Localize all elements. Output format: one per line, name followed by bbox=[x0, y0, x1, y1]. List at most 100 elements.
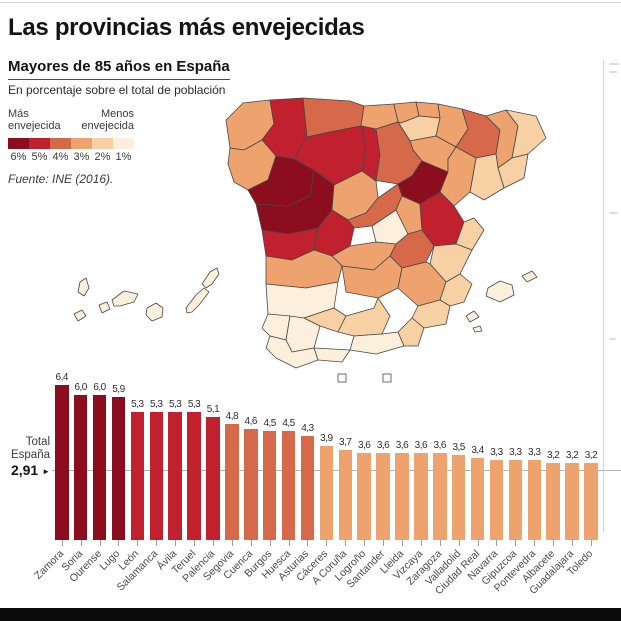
bar-logroño bbox=[357, 452, 371, 540]
color-legend: Más envejecida Menos envejecida 6% 5% 4% 3%… bbox=[8, 108, 134, 163]
legend-swatch bbox=[113, 138, 134, 149]
axis-tick bbox=[137, 540, 139, 546]
bar-value-label: 3,6 bbox=[376, 439, 390, 451]
axis-tick bbox=[383, 540, 385, 546]
axis-tick bbox=[250, 540, 252, 546]
bar-gipuzcoa bbox=[508, 460, 523, 540]
axis-tick bbox=[515, 540, 517, 546]
national-total-label: Total España 2,91 ► bbox=[0, 436, 50, 478]
bar-salamanca bbox=[149, 411, 163, 540]
bottom-footer-bar bbox=[0, 608, 621, 621]
bar-value-label: 3,2 bbox=[546, 449, 560, 461]
bar-burgos bbox=[262, 431, 277, 540]
map-province-almería bbox=[397, 317, 425, 347]
chart-subtitle: Mayores de 85 años en España bbox=[8, 58, 230, 80]
national-average-reference-line bbox=[52, 470, 621, 471]
legend-percent-label: 2% bbox=[94, 151, 111, 163]
bar-value-label: 4,8 bbox=[225, 410, 239, 422]
map-province-málaga bbox=[313, 347, 351, 363]
legend-less-label: Menos envejecida bbox=[81, 108, 134, 132]
map-province-gran-canaria bbox=[145, 302, 164, 322]
map-province-mallorca bbox=[485, 280, 515, 303]
axis-tick bbox=[269, 540, 271, 546]
bar-palencia bbox=[206, 416, 220, 540]
map-province-castellón bbox=[455, 217, 485, 251]
bar-value-label: 5,3 bbox=[131, 398, 144, 410]
cropped-content-fragment bbox=[609, 212, 618, 214]
axis-tick bbox=[458, 540, 460, 546]
bar-zamora bbox=[55, 385, 69, 540]
axis-tick bbox=[401, 540, 403, 546]
legend-swatch bbox=[92, 138, 113, 149]
bar-value-label: 3,6 bbox=[433, 439, 447, 451]
legend-percent-label: 6% bbox=[10, 151, 27, 163]
bar-value-label: 6,0 bbox=[74, 381, 87, 393]
map-province-menorca bbox=[521, 270, 538, 283]
bar-value-label: 5,3 bbox=[150, 398, 163, 410]
cropped-content-fragment bbox=[609, 63, 619, 65]
axis-tick bbox=[439, 540, 441, 546]
bar-cáceres bbox=[319, 445, 334, 540]
axis-tick bbox=[288, 540, 290, 546]
bar-value-label: 4,6 bbox=[244, 415, 258, 427]
top-divider bbox=[0, 2, 621, 3]
bar-lugo bbox=[111, 397, 126, 540]
bar-soria bbox=[73, 394, 88, 540]
bar-value-label: 5,9 bbox=[112, 384, 125, 396]
bar-teruel bbox=[187, 411, 201, 540]
bar-value-label: 3,4 bbox=[471, 444, 484, 456]
bar-value-label: 3,3 bbox=[490, 447, 503, 459]
map-province-lanzarote bbox=[201, 267, 220, 289]
legend-swatch bbox=[50, 138, 71, 149]
axis-tick bbox=[326, 540, 328, 546]
legend-swatch bbox=[29, 138, 50, 149]
cropped-content-fragment bbox=[609, 71, 617, 73]
axis-tick bbox=[212, 540, 214, 546]
map-province-tenerife bbox=[111, 290, 139, 307]
bar-segovia bbox=[225, 423, 239, 540]
axis-tick bbox=[175, 540, 177, 546]
legend-percent-labels: 6% 5% 4% 3% 2% 1% bbox=[8, 151, 134, 163]
map-province-jaén bbox=[337, 297, 391, 337]
legend-swatch bbox=[71, 138, 92, 149]
axis-tick bbox=[80, 540, 82, 546]
axis-tick bbox=[231, 540, 233, 546]
bar-toledo bbox=[584, 462, 598, 540]
axis-tick bbox=[477, 540, 479, 546]
map-province-gipuzkoa bbox=[415, 101, 441, 119]
legend-percent-label: 4% bbox=[52, 151, 69, 163]
axis-tick bbox=[553, 540, 555, 546]
bar-albacete bbox=[546, 462, 560, 540]
cropped-content-fragment bbox=[609, 338, 616, 340]
map-territory-melilla bbox=[382, 373, 392, 383]
map-province-cádiz bbox=[265, 335, 319, 369]
map-province-barcelona bbox=[497, 153, 529, 189]
map-province-huelva bbox=[261, 313, 291, 341]
bar-value-label: 3,6 bbox=[395, 439, 409, 451]
legend-percent-label: 1% bbox=[115, 151, 132, 163]
bar-navarra bbox=[489, 460, 504, 540]
chart-description: En porcentaje sobre el total de població… bbox=[8, 83, 226, 97]
bar-value-label: 3,6 bbox=[357, 439, 371, 451]
bar-huesca bbox=[281, 431, 296, 540]
axis-tick bbox=[118, 540, 120, 546]
map-province-ibiza bbox=[465, 310, 480, 323]
axis-tick bbox=[572, 540, 574, 546]
bar-value-label: 4,5 bbox=[263, 418, 276, 430]
bar-value-label: 3,2 bbox=[584, 449, 598, 461]
bar-value-label: 3,6 bbox=[414, 439, 428, 451]
axis-tick bbox=[194, 540, 196, 546]
bar-ávila bbox=[168, 411, 182, 540]
bar-value-label: 3,2 bbox=[565, 449, 579, 461]
bar-valladolid bbox=[451, 455, 466, 540]
bar-guadalajara bbox=[565, 462, 579, 540]
map-province-fuerteventura bbox=[185, 287, 210, 314]
map-province-formentera bbox=[472, 325, 483, 333]
bar-value-label: 5,3 bbox=[187, 398, 201, 410]
bar-zaragoza bbox=[433, 452, 447, 540]
bar-león bbox=[130, 411, 145, 540]
axis-tick bbox=[99, 540, 101, 546]
axis-tick bbox=[156, 540, 158, 546]
axis-tick bbox=[534, 540, 536, 546]
axis-tick bbox=[61, 540, 63, 546]
